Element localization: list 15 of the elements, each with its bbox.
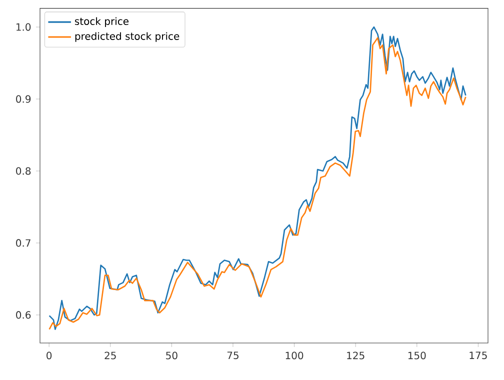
x-tick-label: 125 (347, 352, 364, 360)
x-tick-label: 150 (408, 352, 426, 360)
y-tick-label: 0.7 (16, 239, 30, 247)
y-tick-label: 0.8 (16, 167, 31, 175)
x-tick-label: 100 (286, 352, 304, 360)
x-tick-label: 175 (470, 352, 487, 360)
x-tick-label: 25 (104, 352, 116, 360)
x-tick-label: 50 (166, 352, 178, 360)
legend-label: predicted stock price (75, 32, 180, 42)
x-tick-label: 75 (227, 352, 238, 360)
y-tick-label: 1.0 (16, 23, 31, 31)
y-tick-label: 0.6 (16, 311, 31, 319)
legend-label: stock price (74, 17, 129, 27)
x-tick-label: 0 (46, 352, 52, 360)
y-tick-label: 0.9 (16, 95, 31, 103)
